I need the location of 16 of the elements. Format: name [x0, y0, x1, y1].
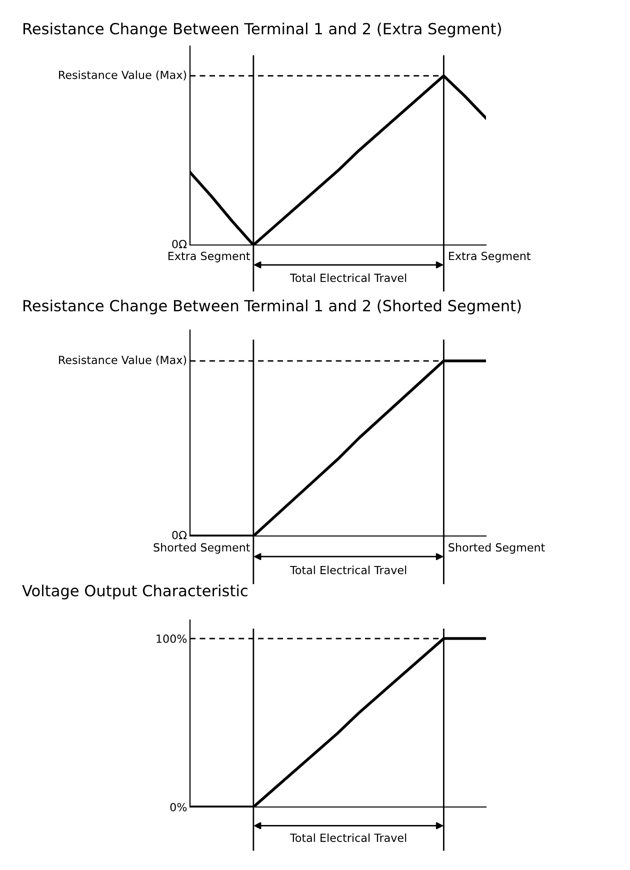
- text: Shorted Segment: [448, 542, 545, 554]
- text: Resistance Value (Max): [59, 70, 186, 80]
- chart-title: Resistance Change Between Terminal 1 and 2 (Extra Segment): [24, 22, 501, 38]
- text: 0Ω: [172, 240, 187, 248]
- text: Extra Segment: [168, 252, 250, 262]
- text: Shorted Segment: [154, 542, 250, 554]
- y-tick-label: 0%: [170, 802, 187, 812]
- text: Total Electrical Travel: [290, 833, 406, 842]
- text: 0Ω: [172, 530, 187, 540]
- text: Resistance Value (Max): [59, 356, 186, 366]
- chart-title: Voltage Output Characteristic: [22, 584, 248, 600]
- y-tick-label: 100%: [156, 634, 187, 643]
- chart-title: Resistance Change Between Terminal 1 and 2 (Shorted Segment): [24, 300, 521, 314]
- text: Extra Segment: [449, 252, 531, 262]
- text: Total Electrical Travel: [290, 273, 406, 282]
- text: Total Electrical Travel: [290, 566, 406, 574]
